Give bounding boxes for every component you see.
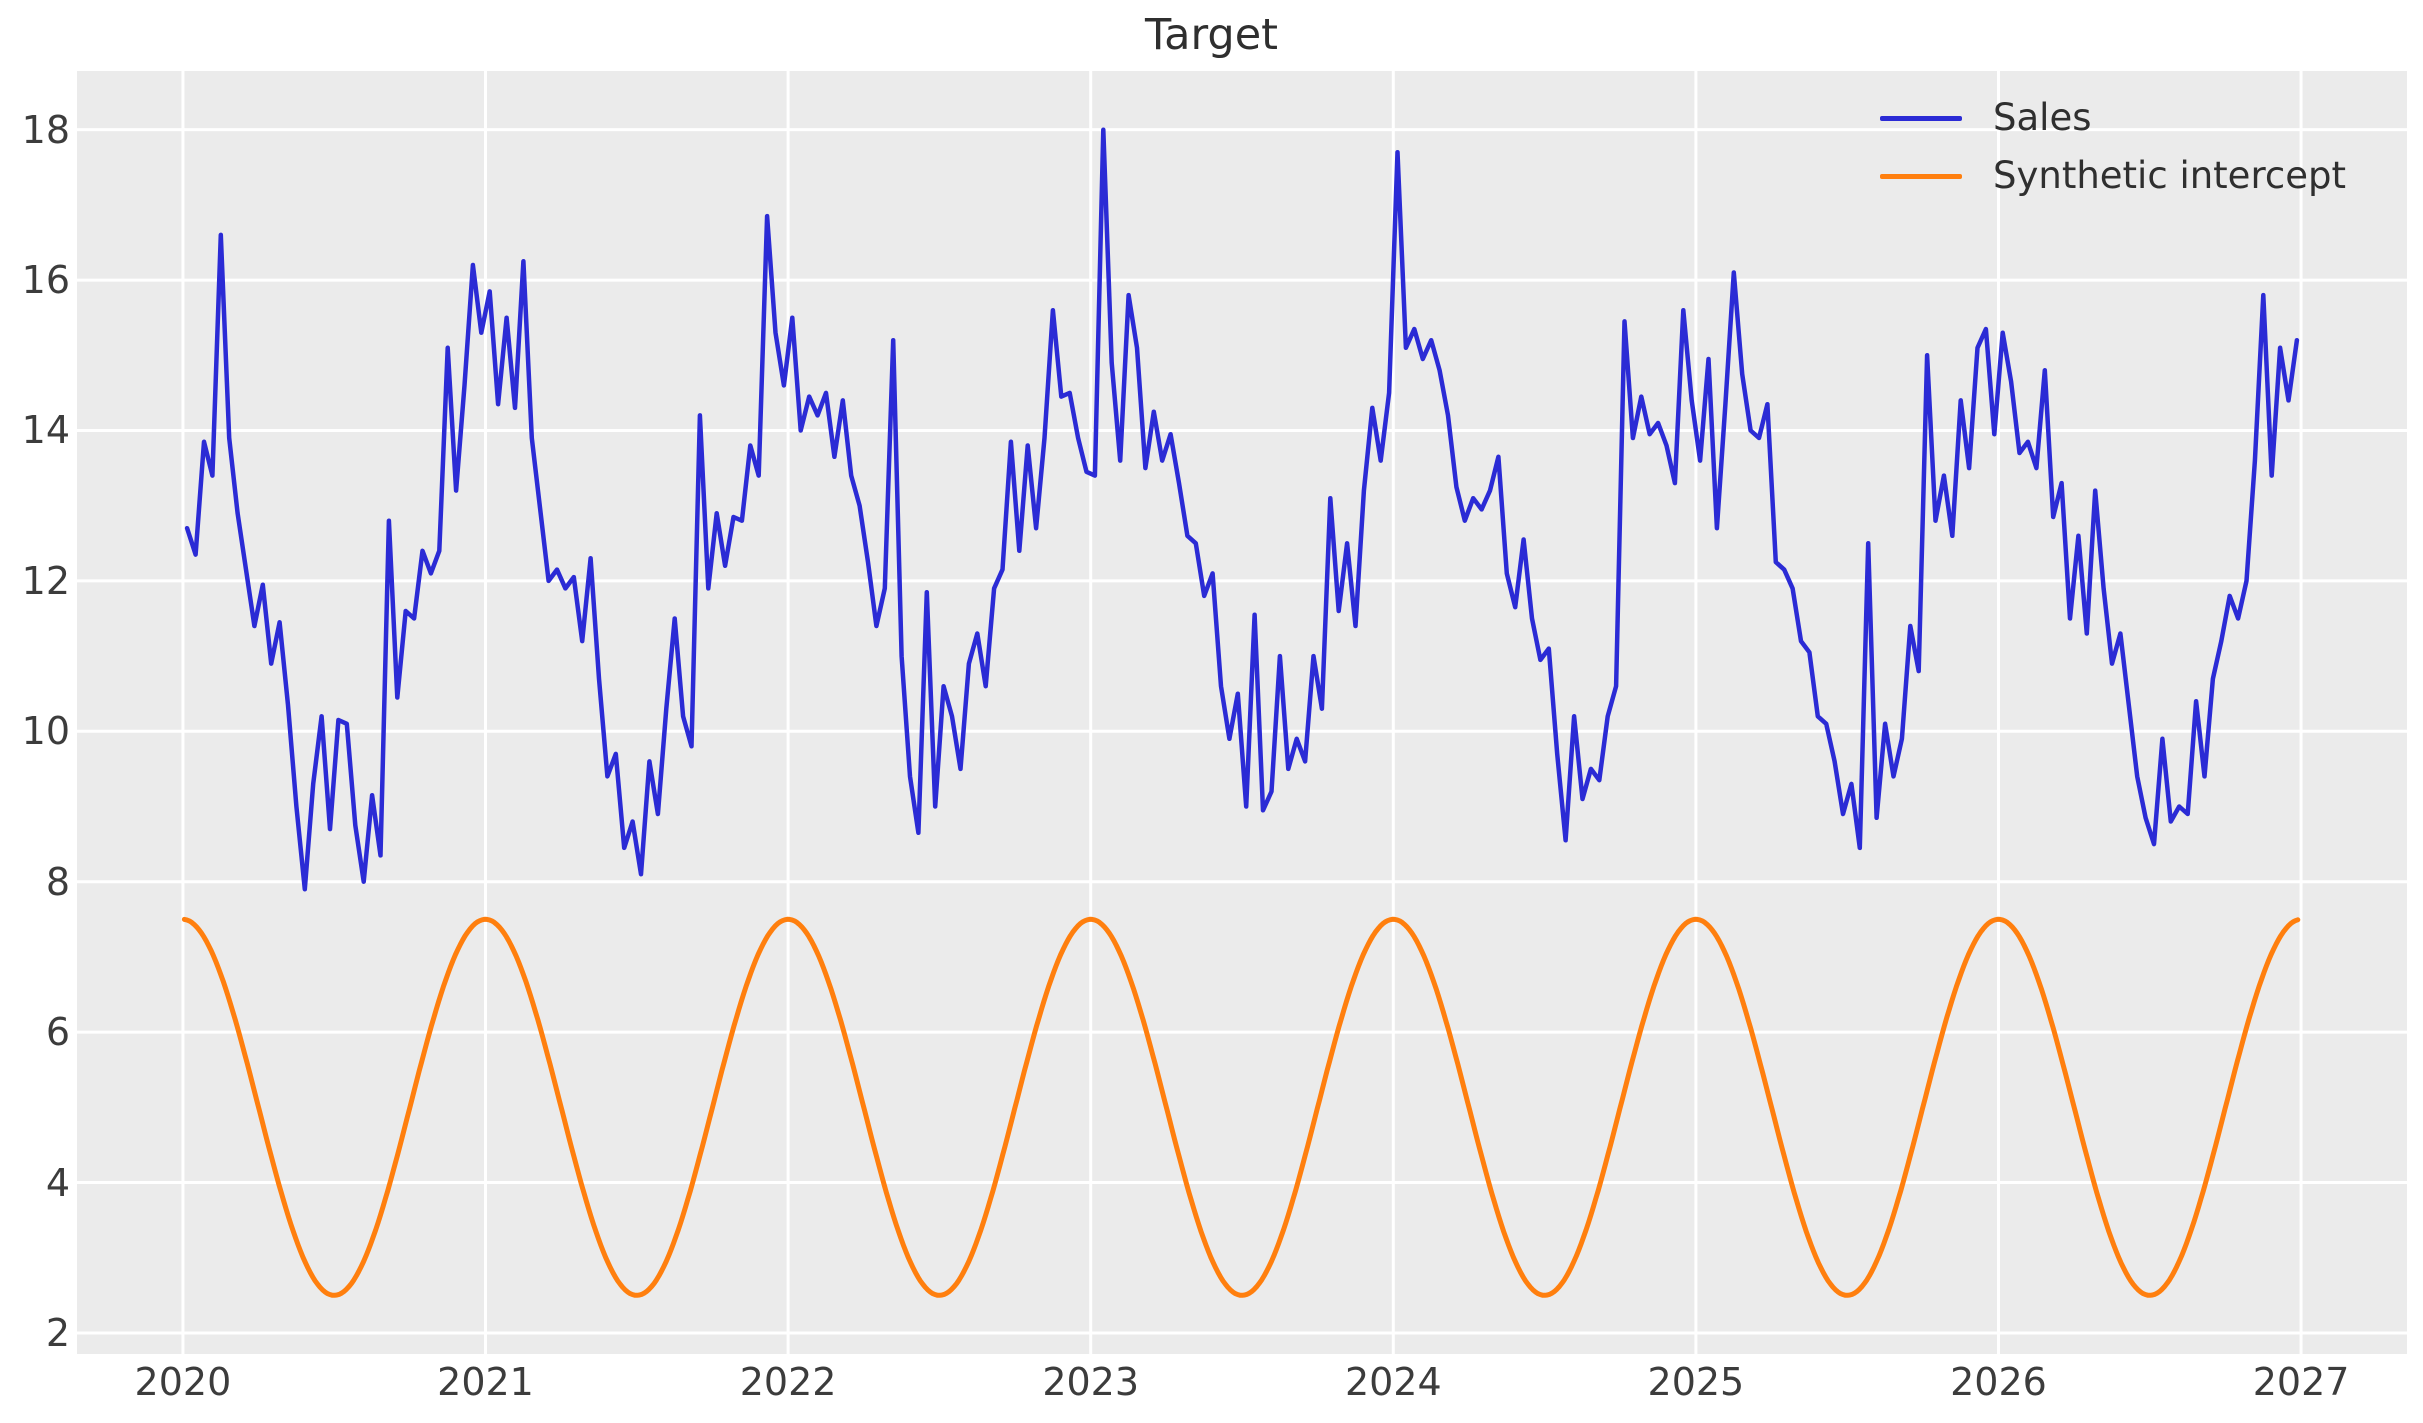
legend-label-sales: Sales bbox=[1993, 96, 2092, 139]
synthetic-intercept-line bbox=[181, 916, 2301, 1298]
x-tick-label: 2025 bbox=[1647, 1360, 1745, 1404]
sales-line-swatch-icon bbox=[1880, 115, 1962, 121]
y-tick-label: 8 bbox=[45, 859, 70, 904]
y-tick-label: 16 bbox=[21, 258, 70, 303]
synthetic-intercept-line-swatch-icon bbox=[1880, 173, 1962, 179]
x-tick-label: 2023 bbox=[1042, 1360, 1140, 1404]
x-tick-label: 2026 bbox=[1950, 1360, 2047, 1404]
y-tick-label: 12 bbox=[21, 558, 70, 603]
x-tick-label: 2020 bbox=[134, 1360, 232, 1404]
x-tick-label: 2024 bbox=[1344, 1360, 1442, 1404]
y-tick-label: 4 bbox=[45, 1160, 70, 1205]
x-tick-label: 2027 bbox=[2252, 1360, 2350, 1404]
legend-item-sales[interactable]: Sales bbox=[1880, 96, 2346, 140]
x-tick-label: 2022 bbox=[739, 1360, 837, 1404]
y-tick-label: 18 bbox=[21, 107, 70, 152]
legend-item-synthetic-intercept[interactable]: Synthetic intercept bbox=[1880, 154, 2346, 198]
x-tick-label: 2021 bbox=[437, 1360, 534, 1404]
plot-area bbox=[77, 71, 2407, 1354]
chart-title: Target bbox=[1144, 10, 1279, 60]
y-tick-label: 6 bbox=[45, 1010, 70, 1055]
y-tick-label: 2 bbox=[45, 1310, 70, 1355]
y-tick-label: 14 bbox=[21, 408, 70, 453]
sales-line bbox=[184, 127, 2300, 892]
y-tick-label: 10 bbox=[21, 709, 70, 754]
legend-label-synthetic-intercept: Synthetic intercept bbox=[1993, 154, 2346, 197]
legend: Sales Synthetic intercept bbox=[1880, 96, 2346, 198]
